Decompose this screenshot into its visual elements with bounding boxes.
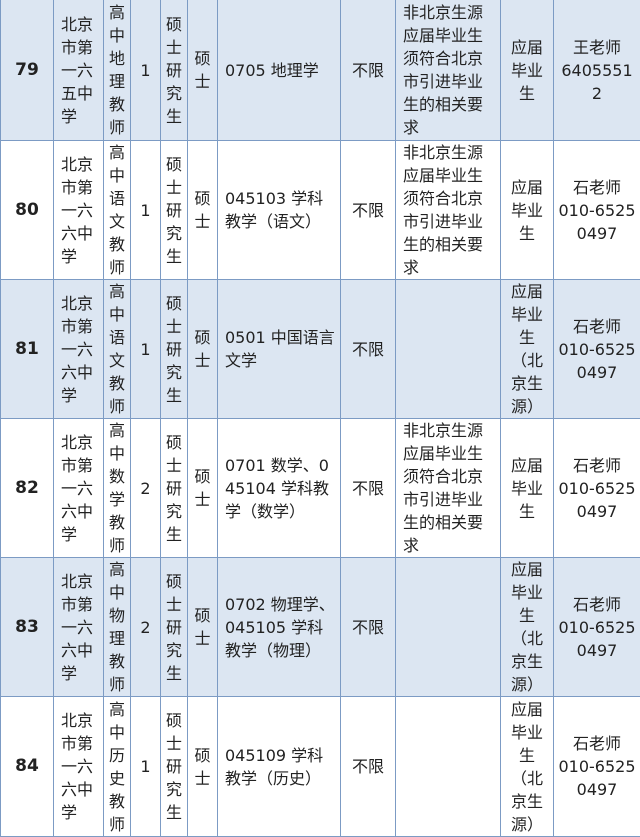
contact-cell: 王老师 64055512 — [554, 0, 640, 141]
education-cell: 硕士研究生 — [161, 141, 188, 280]
count-cell: 2 — [131, 558, 161, 697]
requirement-cell: 非北京生源应届毕业生须符合北京市引进毕业生的相关要求 — [396, 141, 501, 280]
politics-cell: 不限 — [341, 558, 396, 697]
count-cell: 1 — [131, 280, 161, 419]
contact-name: 石老师 — [558, 454, 636, 477]
degree-cell: 硕士 — [188, 558, 218, 697]
education-cell: 硕士研究生 — [161, 558, 188, 697]
contact-cell: 石老师 010-65250497 — [554, 558, 640, 697]
count-cell: 1 — [131, 141, 161, 280]
contact-cell: 石老师 010-65250497 — [554, 419, 640, 558]
education-cell: 硕士研究生 — [161, 0, 188, 141]
school-cell: 北京市第一六六中学 — [54, 419, 104, 558]
row-number: 79 — [1, 0, 54, 141]
graduate-type-cell: 应届毕业生 — [501, 419, 554, 558]
major-cell: 045103 学科教学（语文） — [218, 141, 341, 280]
position-cell: 高中语文教师 — [104, 280, 131, 419]
contact-cell: 石老师 010-65250497 — [554, 280, 640, 419]
graduate-type-cell: 应届毕业生（北京生源） — [501, 697, 554, 837]
row-number: 80 — [1, 141, 54, 280]
degree-cell: 硕士 — [188, 280, 218, 419]
major-cell: 0702 物理学、045105 学科教学（物理） — [218, 558, 341, 697]
requirement-cell: 非北京生源应届毕业生须符合北京市引进毕业生的相关要求 — [396, 0, 501, 141]
requirement-cell — [396, 558, 501, 697]
contact-cell: 石老师 010-65250497 — [554, 697, 640, 837]
table-row: 80 北京市第一六六中学 高中语文教师 1 硕士研究生 硕士 045103 学科… — [1, 141, 640, 280]
major-cell: 0501 中国语言文学 — [218, 280, 341, 419]
school-cell: 北京市第一六六中学 — [54, 558, 104, 697]
graduate-type-cell: 应届毕业生（北京生源） — [501, 558, 554, 697]
row-number: 84 — [1, 697, 54, 837]
school-cell: 北京市第一六五中学 — [54, 0, 104, 141]
requirement-cell: 非北京生源应届毕业生须符合北京市引进毕业生的相关要求 — [396, 419, 501, 558]
position-cell: 高中地理教师 — [104, 0, 131, 141]
major-cell: 045109 学科教学（历史） — [218, 697, 341, 837]
contact-phone: 010-65250497 — [558, 338, 636, 384]
position-cell: 高中数学教师 — [104, 419, 131, 558]
major-cell: 0701 数学、045104 学科教学（数学） — [218, 419, 341, 558]
row-number: 81 — [1, 280, 54, 419]
row-number: 83 — [1, 558, 54, 697]
contact-name: 石老师 — [558, 593, 636, 616]
education-cell: 硕士研究生 — [161, 280, 188, 419]
position-cell: 高中历史教师 — [104, 697, 131, 837]
requirement-cell — [396, 280, 501, 419]
table-row: 83 北京市第一六六中学 高中物理教师 2 硕士研究生 硕士 0702 物理学、… — [1, 558, 640, 697]
education-cell: 硕士研究生 — [161, 697, 188, 837]
table-row: 79 北京市第一六五中学 高中地理教师 1 硕士研究生 硕士 0705 地理学 … — [1, 0, 640, 141]
education-cell: 硕士研究生 — [161, 419, 188, 558]
school-cell: 北京市第一六六中学 — [54, 697, 104, 837]
contact-phone: 010-65250497 — [558, 755, 636, 801]
major-cell: 0705 地理学 — [218, 0, 341, 141]
school-cell: 北京市第一六六中学 — [54, 280, 104, 419]
contact-name: 王老师 — [558, 36, 636, 59]
graduate-type-cell: 应届毕业生 — [501, 0, 554, 141]
politics-cell: 不限 — [341, 141, 396, 280]
politics-cell: 不限 — [341, 697, 396, 837]
contact-cell: 石老师 010-65250497 — [554, 141, 640, 280]
requirement-cell — [396, 697, 501, 837]
contact-phone: 010-65250497 — [558, 199, 636, 245]
contact-phone: 010-65250497 — [558, 477, 636, 523]
degree-cell: 硕士 — [188, 419, 218, 558]
graduate-type-cell: 应届毕业生 — [501, 141, 554, 280]
count-cell: 1 — [131, 0, 161, 141]
degree-cell: 硕士 — [188, 697, 218, 837]
table-row: 81 北京市第一六六中学 高中语文教师 1 硕士研究生 硕士 0501 中国语言… — [1, 280, 640, 419]
contact-name: 石老师 — [558, 176, 636, 199]
row-number: 82 — [1, 419, 54, 558]
position-cell: 高中物理教师 — [104, 558, 131, 697]
politics-cell: 不限 — [341, 419, 396, 558]
position-cell: 高中语文教师 — [104, 141, 131, 280]
school-cell: 北京市第一六六中学 — [54, 141, 104, 280]
contact-name: 石老师 — [558, 732, 636, 755]
count-cell: 2 — [131, 419, 161, 558]
contact-name: 石老师 — [558, 315, 636, 338]
politics-cell: 不限 — [341, 280, 396, 419]
degree-cell: 硕士 — [188, 141, 218, 280]
table-row: 82 北京市第一六六中学 高中数学教师 2 硕士研究生 硕士 0701 数学、0… — [1, 419, 640, 558]
politics-cell: 不限 — [341, 0, 396, 141]
count-cell: 1 — [131, 697, 161, 837]
degree-cell: 硕士 — [188, 0, 218, 141]
contact-phone: 010-65250497 — [558, 616, 636, 662]
graduate-type-cell: 应届毕业生（北京生源） — [501, 280, 554, 419]
contact-phone: 64055512 — [558, 59, 636, 105]
table-row: 84 北京市第一六六中学 高中历史教师 1 硕士研究生 硕士 045109 学科… — [1, 697, 640, 837]
